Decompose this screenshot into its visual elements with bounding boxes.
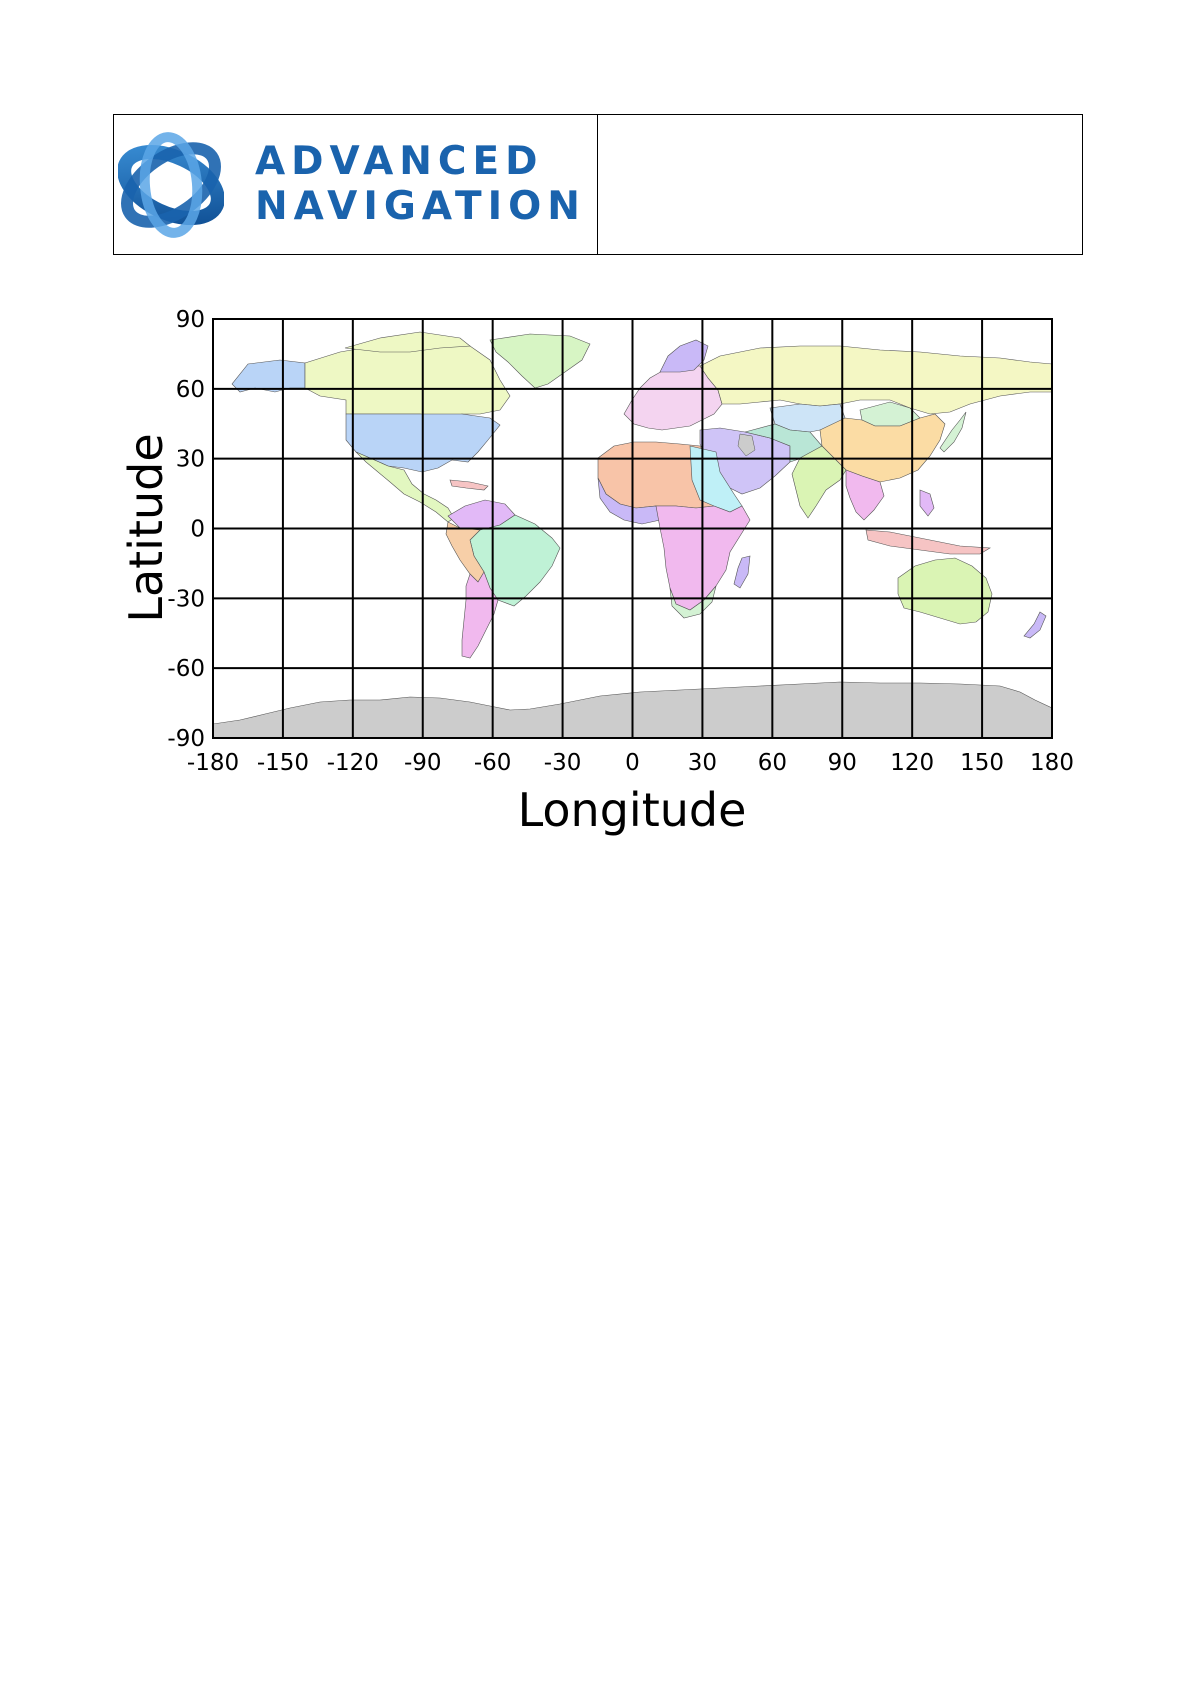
philippines [919, 489, 935, 517]
y-axis-label: Latitude [119, 433, 173, 622]
x-tick-label: 150 [960, 750, 1004, 776]
australia [897, 557, 993, 625]
japan [939, 411, 967, 453]
argentina-chile [461, 571, 499, 659]
x-tick-label: 90 [828, 750, 857, 776]
x-tick-label: -60 [474, 750, 512, 776]
indonesia [865, 529, 991, 555]
x-tick-label: -90 [404, 750, 442, 776]
y-tick-label: 30 [176, 447, 205, 473]
x-tick-labels: -180 -150 -120 -90 -60 -30 0 30 60 90 120 150 180 [187, 750, 1074, 776]
caspian-sea [737, 433, 756, 457]
caribbean [449, 479, 489, 491]
southeast-asia [845, 469, 885, 521]
y-tick-label: -90 [167, 726, 205, 752]
y-tick-label: 60 [176, 377, 205, 403]
x-tick-label: -120 [327, 750, 379, 776]
madagascar [733, 555, 751, 589]
x-tick-label: -150 [257, 750, 309, 776]
advanced-navigation-logo-icon [118, 132, 224, 238]
x-tick-label: 0 [625, 750, 640, 776]
x-tick-label: 180 [1030, 750, 1074, 776]
document-header: ADVANCED NAVIGATION [113, 114, 1083, 255]
y-tick-labels: 90 60 30 0 -30 -60 -90 [167, 307, 205, 752]
russia [699, 345, 1052, 415]
x-tick-label: -180 [187, 750, 239, 776]
africa-south [669, 585, 717, 619]
y-tick-label: -60 [167, 656, 205, 682]
x-tick-label: -30 [544, 750, 582, 776]
y-tick-label: -30 [167, 586, 205, 612]
logo-line-2: NAVIGATION [255, 184, 586, 229]
scandinavia [659, 339, 709, 373]
x-tick-label: 60 [758, 750, 787, 776]
y-tick-label: 90 [176, 307, 205, 333]
logo-line-1: ADVANCED [255, 139, 544, 184]
world-map-svg: -180 -150 -120 -90 -60 -30 0 30 60 90 120 150 180 90… [119, 307, 1074, 837]
world-map-figure: -180 -150 -120 -90 -60 -30 0 30 60 90 120 150 180 90… [119, 307, 1074, 837]
header-logo-cell: ADVANCED NAVIGATION [114, 115, 598, 254]
arctic-islands [344, 331, 471, 353]
x-tick-label: 30 [688, 750, 717, 776]
new-zealand [1023, 611, 1047, 639]
logo-wordmark: ADVANCED NAVIGATION [255, 139, 586, 229]
x-tick-label: 120 [890, 750, 934, 776]
y-tick-label: 0 [190, 517, 205, 543]
map-frame [212, 318, 1053, 739]
india [791, 445, 847, 519]
map-grid [213, 319, 1052, 738]
x-axis-label: Longitude [518, 783, 747, 837]
